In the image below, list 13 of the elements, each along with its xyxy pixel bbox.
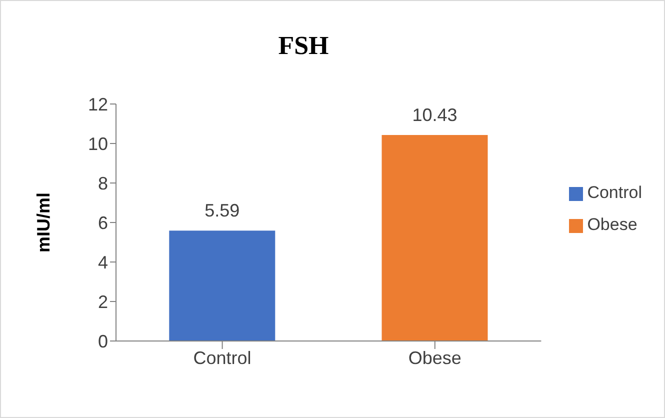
data-label: 5.59 xyxy=(204,200,240,221)
y-tick-label: 8 xyxy=(98,173,108,194)
legend-label: Obese xyxy=(587,215,638,234)
y-tick-label: 2 xyxy=(98,292,108,312)
legend-label: Control xyxy=(587,183,642,202)
y-axis-title: mIU/ml xyxy=(33,192,54,253)
chart-title: FSH xyxy=(277,31,330,61)
data-label: 10.43 xyxy=(412,105,458,126)
y-tick-label: 4 xyxy=(98,252,108,272)
y-tick-label: 6 xyxy=(98,212,108,233)
y-tick-label: 0 xyxy=(98,331,108,352)
y-tick-label: 10 xyxy=(88,134,108,154)
y-tick-label: 12 xyxy=(88,94,108,114)
